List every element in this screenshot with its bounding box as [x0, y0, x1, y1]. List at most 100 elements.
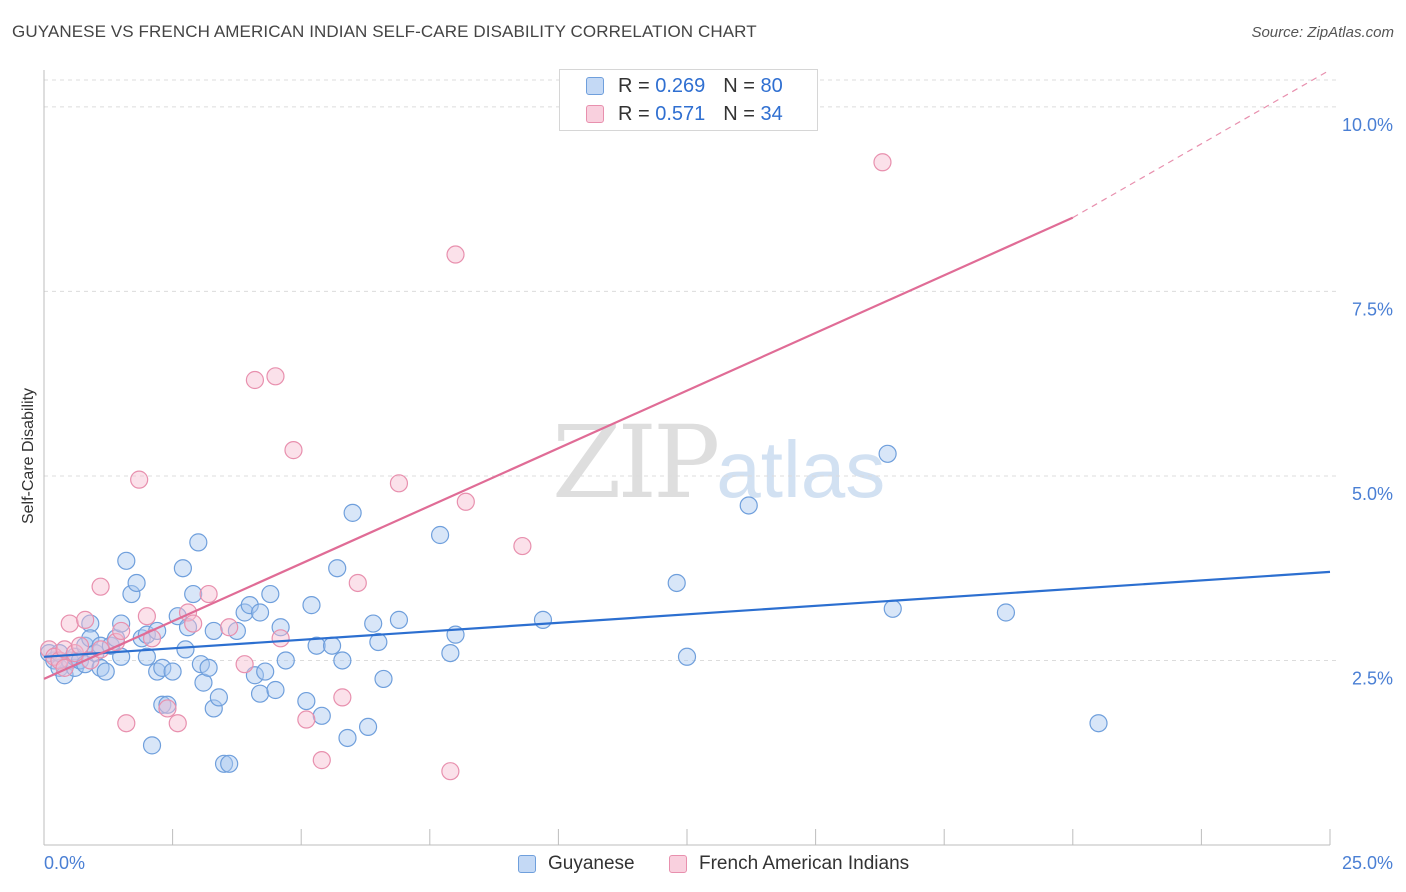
point-french-american-indians: [389, 474, 409, 493]
legend-row-guyanese: R = 0.269 N = 80: [586, 73, 783, 99]
point-french-american-indians: [266, 367, 285, 386]
point-french-american-indians: [76, 610, 95, 629]
point-guyanese: [369, 632, 388, 652]
point-guyanese: [214, 754, 234, 773]
point-french-american-indians: [158, 699, 177, 718]
point-french-american-indians: [873, 153, 892, 172]
point-guyanese: [1089, 714, 1108, 733]
point-french-american-indians: [271, 629, 290, 648]
source-label: Source: ZipAtlas.com: [1251, 24, 1394, 41]
legend-swatch-french-american-indians: [586, 105, 604, 123]
point-french-american-indians: [70, 636, 90, 655]
point-french-american-indians: [284, 441, 303, 460]
legend-n-label: N =: [723, 74, 755, 97]
point-french-american-indians: [220, 618, 239, 637]
trend-lines: [43, 69, 1331, 680]
legend-row-french-american-indians: R = 0.571 N = 34: [586, 101, 783, 127]
point-guyanese: [189, 533, 208, 552]
point-guyanese: [364, 614, 383, 633]
trendline-extension-french-american-indians: [1072, 69, 1331, 219]
point-guyanese: [250, 684, 270, 703]
point-guyanese: [199, 658, 218, 677]
watermark-atlas: atlas: [716, 425, 886, 514]
point-french-american-indians: [91, 577, 110, 596]
y-tick-label: 7.5%: [1352, 299, 1393, 319]
point-guyanese: [261, 584, 280, 604]
point-guyanese: [322, 636, 342, 655]
data-points: [40, 153, 1108, 781]
point-guyanese: [389, 610, 409, 629]
point-french-american-indians: [199, 584, 218, 604]
trendline-guyanese: [43, 570, 1331, 658]
point-french-american-indians: [348, 573, 367, 593]
point-guyanese: [276, 651, 295, 670]
point-guyanese: [333, 651, 352, 670]
point-guyanese: [153, 658, 172, 677]
x-tick-label: 25.0%: [1342, 853, 1393, 873]
legend-r-label: R =: [618, 74, 650, 97]
series-legend-french-american-indians: French American Indians: [669, 852, 909, 876]
point-french-american-indians: [333, 688, 352, 707]
point-guyanese: [533, 610, 553, 629]
point-french-american-indians: [184, 614, 203, 633]
point-guyanese: [173, 559, 192, 578]
point-guyanese: [176, 640, 195, 659]
point-guyanese: [209, 688, 228, 707]
point-guyanese: [883, 599, 902, 618]
watermark-zip: ZIP: [552, 404, 720, 521]
trendline-french-american-indians: [43, 216, 1074, 680]
legend-swatch-guyanese: [586, 77, 604, 95]
point-guyanese: [739, 496, 758, 515]
point-guyanese: [117, 551, 136, 570]
y-tick-label: 10.0%: [1342, 115, 1393, 135]
watermark: ZIPatlas: [552, 404, 885, 521]
series-name-guyanese: Guyanese: [548, 853, 635, 874]
chart-title: GUYANESE VS FRENCH AMERICAN INDIAN SELF-…: [12, 22, 757, 41]
point-guyanese: [878, 444, 897, 463]
point-guyanese: [127, 573, 146, 593]
point-french-american-indians: [130, 470, 149, 489]
point-french-american-indians: [168, 714, 187, 733]
series-name-french-american-indians: French American Indians: [699, 853, 910, 874]
point-guyanese: [137, 647, 156, 666]
point-guyanese: [343, 503, 362, 522]
point-guyanese: [245, 666, 265, 685]
point-french-american-indians: [446, 245, 465, 264]
tick-labels: 2.5% 5.0% 7.5% 10.0% 0.0% 25.0%: [44, 115, 1393, 873]
point-guyanese: [996, 603, 1016, 622]
point-guyanese: [204, 621, 223, 641]
point-french-american-indians: [112, 621, 131, 641]
series-legend-guyanese: Guyanese: [518, 852, 635, 876]
stats-legend: R = 0.269 N = 80 R = 0.571 N = 34: [559, 69, 818, 131]
point-french-american-indians: [55, 640, 74, 659]
point-guyanese: [430, 525, 450, 545]
point-french-american-indians: [117, 714, 136, 733]
point-french-american-indians: [312, 751, 331, 770]
point-guyanese: [441, 643, 460, 663]
legend-r-value: 0.571: [655, 102, 706, 125]
point-guyanese: [358, 717, 378, 737]
point-guyanese: [374, 669, 393, 689]
point-guyanese: [338, 728, 357, 748]
point-french-american-indians: [441, 762, 460, 781]
legend-n-label: N =: [723, 102, 755, 125]
point-french-american-indians: [60, 614, 79, 633]
point-guyanese: [312, 706, 331, 725]
point-guyanese: [240, 596, 259, 615]
point-guyanese: [256, 662, 275, 681]
point-guyanese: [677, 647, 697, 666]
series-swatch-guyanese: [518, 855, 536, 873]
point-guyanese: [667, 573, 686, 593]
point-guyanese: [184, 584, 203, 604]
point-french-american-indians: [235, 655, 254, 674]
legend-r-label: R =: [618, 102, 650, 125]
point-french-american-indians: [513, 536, 532, 556]
point-guyanese: [328, 559, 347, 578]
axes: [43, 70, 1331, 846]
x-tick-label: 0.0%: [44, 853, 85, 873]
point-guyanese: [163, 662, 182, 681]
y-axis-label: Self-Care Disability: [20, 387, 37, 525]
point-guyanese: [266, 680, 285, 700]
point-french-american-indians: [456, 492, 475, 511]
